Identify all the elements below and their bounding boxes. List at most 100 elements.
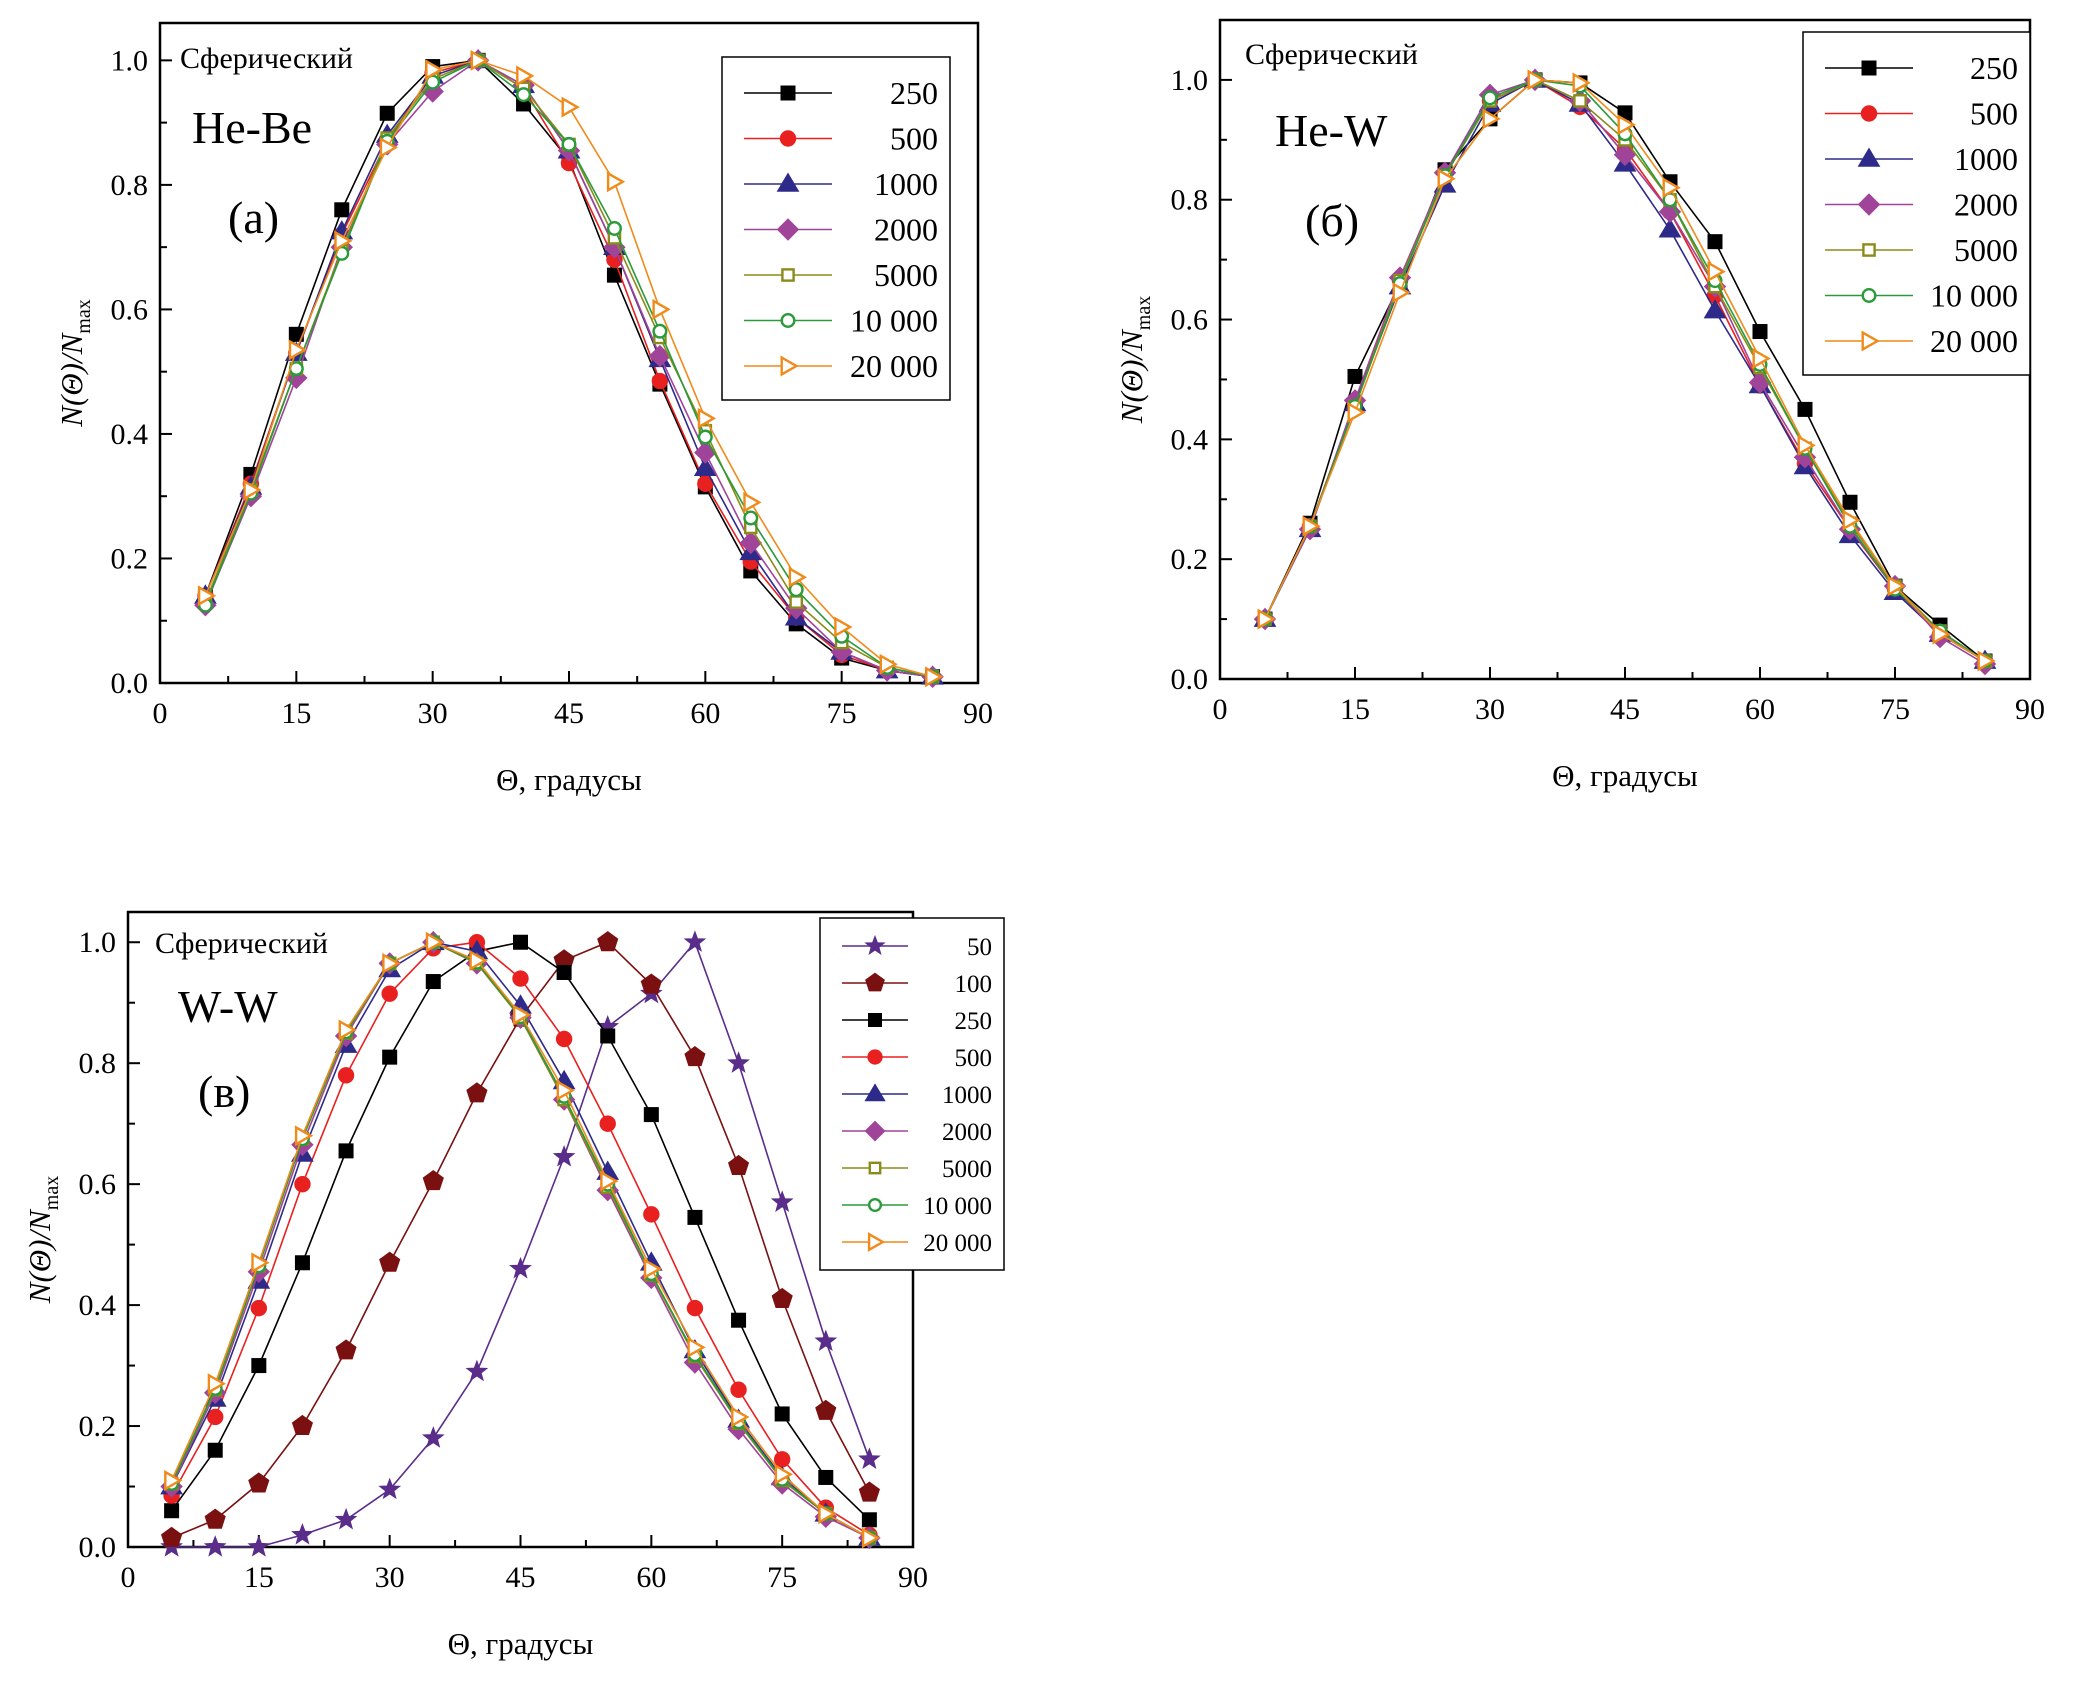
- data-point: [773, 1451, 791, 1468]
- legend-marker: [867, 1232, 886, 1252]
- data-point: [556, 964, 572, 980]
- data-point: [606, 171, 626, 193]
- panel-label: (б): [1305, 195, 1359, 246]
- y-tick-label: 1.0: [79, 926, 117, 959]
- legend-label: 2000: [874, 212, 938, 248]
- chart-panel-a: 0 15 30 45 60 75 90 0.0 0.2 0.4 0.6 0.8 1.0 Θ, градус…: [54, 21, 993, 797]
- data-point: [1613, 143, 1637, 167]
- legend-label: 5000: [942, 1156, 992, 1183]
- y-axis-label-sub: max: [73, 299, 95, 333]
- x-tick-label: 45: [1610, 693, 1640, 726]
- data-point: [1527, 69, 1546, 91]
- y-axis-label: N(Θ)/Nmax: [22, 1176, 63, 1304]
- data-point: [1392, 282, 1411, 304]
- data-point: [251, 1252, 270, 1274]
- y-tick-label: 0.2: [79, 1410, 117, 1443]
- legend-label: 2000: [942, 1119, 992, 1146]
- legend-box: [1802, 31, 2031, 376]
- y-tick-label: 0.4: [111, 418, 149, 451]
- data-point: [1703, 299, 1727, 319]
- legend-label: 250: [890, 75, 938, 111]
- legend-label: 1000: [874, 166, 938, 202]
- y-axis-label-sub: max: [1133, 296, 1155, 330]
- legend-label: 250: [955, 1008, 993, 1035]
- series-20000: [164, 931, 881, 1549]
- data-point: [161, 1526, 183, 1547]
- data-point: [815, 1399, 837, 1420]
- system-annotation: He-Be: [192, 102, 312, 153]
- data-point: [1752, 348, 1771, 369]
- data-point: [683, 930, 707, 952]
- data-point: [335, 1339, 357, 1360]
- x-tick-label: 30: [418, 697, 448, 730]
- x-tick-label: 45: [554, 697, 584, 730]
- data-point: [381, 985, 398, 1002]
- data-point: [561, 96, 580, 118]
- data-point: [697, 429, 713, 445]
- data-point: [207, 1408, 224, 1426]
- legend-marker: [867, 1197, 883, 1213]
- data-point: [1257, 608, 1276, 630]
- x-tick-label: 15: [1340, 693, 1370, 726]
- data-point: [814, 1329, 838, 1352]
- data-point: [421, 1426, 445, 1448]
- legend-marker: [864, 1120, 886, 1142]
- data-point: [556, 1079, 575, 1101]
- data-point: [334, 202, 350, 218]
- legend-label: 50: [967, 934, 992, 961]
- data-point: [818, 1503, 837, 1525]
- data-point: [338, 1143, 354, 1159]
- data-point: [379, 1251, 401, 1272]
- legend-marker: [776, 172, 800, 192]
- data-point: [203, 1535, 227, 1557]
- chart-panel-b: 0 15 30 45 60 75 90 0.0 0.2 0.4 0.6 0.8 1.0 Θ, градус…: [1114, 18, 2045, 793]
- y-axis-label: N(Θ)/Nmax: [1114, 296, 1155, 424]
- model-annotation: Сферический: [1245, 38, 1418, 71]
- panel-label: (а): [228, 192, 279, 243]
- y-tick-label: 0.2: [111, 542, 149, 575]
- legend-marker: [1861, 60, 1877, 76]
- data-point: [207, 1373, 227, 1395]
- data-point: [338, 1019, 357, 1041]
- x-axis-label: Θ, градусы: [448, 1626, 594, 1661]
- y-axis-label-sub: max: [41, 1176, 63, 1210]
- legend-label: 5000: [1954, 232, 2018, 268]
- data-point: [382, 952, 401, 974]
- y-tick-label: 0.4: [79, 1289, 117, 1322]
- legend-marker: [1861, 330, 1880, 352]
- data-point: [743, 491, 762, 513]
- legend-marker: [776, 218, 800, 241]
- legend-marker: [1860, 105, 1878, 122]
- y-tick-label: 0.6: [79, 1168, 117, 1201]
- data-point: [687, 1336, 706, 1358]
- data-point: [600, 1170, 619, 1192]
- data-point: [334, 230, 353, 252]
- data-point: [512, 970, 529, 987]
- x-tick-label: 75: [827, 697, 857, 730]
- data-point: [1752, 324, 1768, 340]
- x-tick-label: 15: [281, 697, 311, 730]
- legend-marker: [868, 1013, 882, 1027]
- y-tick-label: 0.2: [1171, 543, 1209, 576]
- panel-label: (в): [198, 1066, 250, 1117]
- model-annotation: Сферический: [180, 42, 353, 75]
- data-point: [422, 1169, 444, 1191]
- data-point: [294, 1255, 310, 1271]
- data-point: [1302, 515, 1321, 537]
- data-point: [1572, 72, 1591, 94]
- legend-marker: [865, 972, 885, 992]
- x-tick-label: 30: [375, 1561, 405, 1594]
- model-annotation: Сферический: [155, 927, 328, 960]
- legend-marker: [781, 268, 795, 282]
- y-tick-label: 0.4: [1171, 423, 1209, 456]
- data-point: [555, 1030, 573, 1048]
- data-point: [697, 407, 717, 429]
- data-point: [164, 1503, 180, 1519]
- data-point: [599, 1115, 616, 1132]
- data-point: [378, 1477, 402, 1500]
- series-20000: [197, 49, 944, 688]
- data-point: [425, 931, 445, 953]
- data-point: [513, 1004, 532, 1026]
- data-point: [770, 1190, 794, 1212]
- legend-marker: [780, 85, 796, 101]
